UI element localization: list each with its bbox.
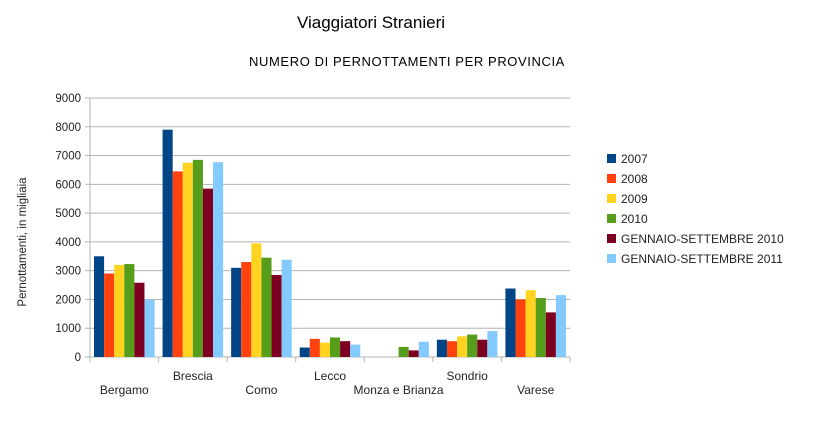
- bar-2008-como: [241, 262, 252, 357]
- legend-label: 2008: [621, 172, 648, 186]
- bar-2010-varese: [535, 298, 546, 357]
- legend-label: 2007: [621, 152, 648, 166]
- bar-2009-lecco: [319, 342, 330, 357]
- y-tick-label: 1000: [55, 323, 81, 335]
- bar-gennaio-settembre-2011-sondrio: [487, 331, 498, 357]
- y-tick-label: 3000: [55, 266, 81, 278]
- bar-2009-varese: [525, 290, 536, 357]
- bar-2008-varese: [515, 299, 526, 357]
- y-tick-label: 8000: [55, 122, 81, 134]
- bar-2009-brescia: [182, 162, 193, 357]
- y-tick-label: 5000: [55, 208, 81, 220]
- bar-gennaio-settembre-2010-monza-e-brianza: [408, 350, 419, 357]
- bar-gennaio-settembre-2010-bergamo: [134, 282, 145, 357]
- bar-gennaio-settembre-2010-sondrio: [477, 339, 488, 357]
- legend-swatch: [607, 194, 616, 203]
- x-category-label: Varese: [517, 383, 554, 397]
- bar-gennaio-settembre-2011-brescia: [213, 162, 224, 357]
- bar-gennaio-settembre-2011-bergamo: [144, 299, 155, 357]
- bar-gennaio-settembre-2011-lecco: [350, 344, 361, 357]
- chart-title: Viaggiatori Stranieri: [297, 13, 445, 32]
- y-tick-label: 6000: [55, 179, 81, 191]
- bar-2007-sondrio: [436, 339, 447, 357]
- bar-2008-brescia: [172, 171, 183, 357]
- legend-label: GENNAIO-SETTEMBRE 2011: [621, 252, 783, 266]
- x-category-label: Lecco: [314, 369, 346, 383]
- bar-gennaio-settembre-2010-como: [271, 274, 282, 357]
- bar-2007-brescia: [162, 129, 173, 357]
- legend-swatch: [607, 214, 616, 223]
- bar-2007-bergamo: [94, 256, 105, 357]
- bar-2007-lecco: [299, 347, 310, 357]
- bar-2007-como: [231, 267, 242, 357]
- legend-label: 2010: [621, 212, 648, 226]
- bar-gennaio-settembre-2010-varese: [545, 312, 556, 357]
- bar-2009-sondrio: [457, 336, 468, 357]
- bar-2010-monza-e-brianza: [398, 346, 409, 357]
- bar-2010-bergamo: [124, 264, 135, 357]
- legend-swatch: [607, 254, 616, 263]
- bar-2010-lecco: [330, 337, 341, 357]
- legend: 2007 2008 2009 2010 GENNAIO-SETTEMBRE 2010 GE…: [607, 152, 784, 266]
- bar-gennaio-settembre-2011-monza-e-brianza: [418, 341, 429, 357]
- y-tick-label: 9000: [55, 93, 81, 105]
- x-category-label: Bergamo: [100, 383, 149, 397]
- bar-2009-bergamo: [114, 264, 125, 357]
- y-tick-label: 0: [75, 352, 81, 364]
- bar-gennaio-settembre-2010-brescia: [202, 188, 214, 357]
- legend-label: 2009: [621, 192, 648, 206]
- bar-gennaio-settembre-2011-como: [281, 259, 292, 357]
- y-tick-label: 4000: [55, 237, 81, 249]
- y-tick-label: 7000: [55, 151, 81, 163]
- bar-2010-brescia: [192, 159, 203, 357]
- x-category-label: Sondrio: [446, 369, 488, 383]
- bar-2010-como: [261, 257, 272, 357]
- x-category-label: Como: [245, 383, 277, 397]
- bar-2007-varese: [505, 288, 516, 357]
- legend-swatch: [607, 154, 616, 163]
- x-category-label: Monza e Brianza: [354, 383, 444, 397]
- bar-2008-bergamo: [104, 273, 115, 357]
- bar-gennaio-settembre-2011-varese: [555, 295, 566, 357]
- chart-subtitle: NUMERO DI PERNOTTAMENTI PER PROVINCIA: [249, 54, 565, 69]
- y-axis-label: Pernottamenti, in migliaia: [17, 177, 29, 307]
- bar-gennaio-settembre-2010-lecco: [340, 341, 351, 357]
- legend-label: GENNAIO-SETTEMBRE 2010: [621, 232, 784, 246]
- bar-2008-sondrio: [446, 341, 458, 357]
- y-tick-label: 2000: [55, 294, 81, 306]
- bar-2010-sondrio: [467, 334, 478, 357]
- legend-swatch: [607, 234, 616, 243]
- legend-swatch: [607, 174, 616, 183]
- x-category-label: Brescia: [173, 369, 213, 383]
- plot-area: 0 1000 2000 3000 4000 5000 6000 7000 8000 9000 Ber…: [55, 93, 571, 397]
- bar-2008-lecco: [309, 338, 320, 357]
- bar-2009-como: [251, 243, 262, 357]
